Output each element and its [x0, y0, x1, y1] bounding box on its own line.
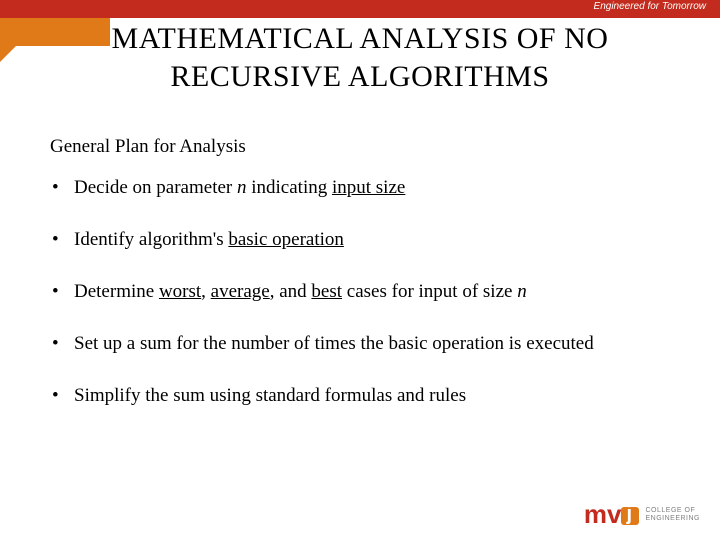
list-item: Decide on parameter n indicating input s…: [50, 176, 670, 200]
list-item: Simplify the sum using standard formulas…: [50, 384, 670, 408]
title-line-1: MATHEMATICAL ANALYSIS OF NO: [112, 22, 609, 55]
list-item: Identify algorithm's basic operation: [50, 228, 670, 252]
logo-text: COLLEGE OF ENGINEERING: [645, 507, 700, 523]
footer-logo: mv COLLEGE OF ENGINEERING: [584, 499, 700, 530]
text: , and: [270, 281, 312, 302]
text: indicating: [247, 177, 332, 198]
subtitle: General Plan for Analysis: [50, 136, 246, 158]
logo-dot-icon: [621, 507, 639, 525]
bullet-list: Decide on parameter n indicating input s…: [50, 176, 670, 436]
text-underline: best: [311, 281, 342, 302]
text-italic: n: [237, 177, 247, 198]
page-title: MATHEMATICAL ANALYSIS OF NO RECURSIVE AL…: [0, 20, 720, 96]
text: Simplify the sum using standard formulas…: [74, 385, 466, 406]
text: cases for input of size: [342, 281, 517, 302]
header-tagline: Engineered for Tomorrow: [594, 1, 706, 12]
list-item: Determine worst, average, and best cases…: [50, 280, 670, 304]
text: ,: [201, 281, 211, 302]
text: Identify algorithm's: [74, 229, 228, 250]
logo-text-line: ENGINEERING: [645, 515, 700, 523]
text-underline: input size: [332, 177, 405, 198]
text-italic: n: [517, 281, 527, 302]
logo-mark: mv: [584, 499, 640, 530]
text: Decide on parameter: [74, 177, 237, 198]
text: Set up a sum for the number of times the…: [74, 333, 594, 354]
title-line-2: RECURSIVE ALGORITHMS: [170, 60, 549, 93]
text-underline: worst: [159, 281, 201, 302]
text-underline: basic operation: [228, 229, 344, 250]
text-underline: average: [211, 281, 270, 302]
logo-text-line: COLLEGE OF: [645, 507, 700, 515]
list-item: Set up a sum for the number of times the…: [50, 332, 670, 356]
text: Determine: [74, 281, 159, 302]
logo-letters: mv: [584, 499, 622, 529]
